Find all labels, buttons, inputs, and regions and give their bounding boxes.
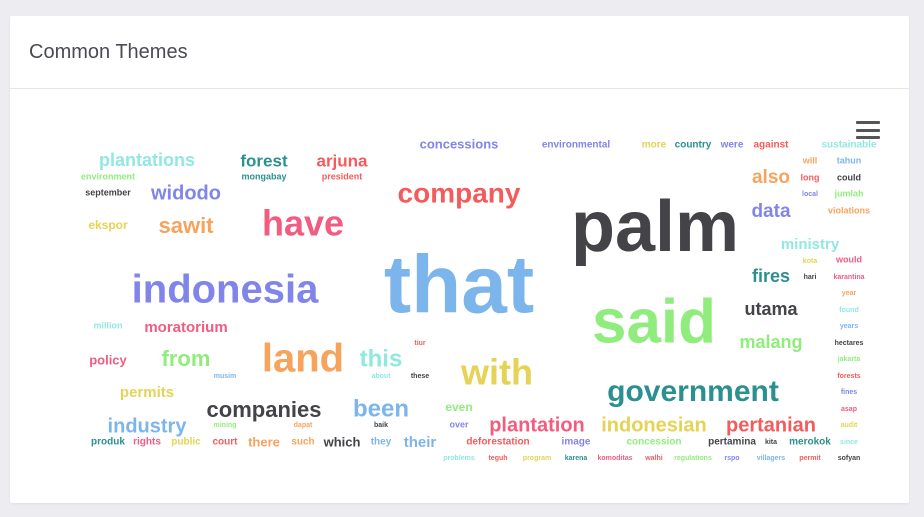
panel-title: Common Themes — [29, 40, 188, 63]
hamburger-icon-line — [856, 136, 880, 139]
hamburger-icon — [856, 121, 880, 124]
chart-menu-button[interactable] — [856, 119, 880, 141]
common-themes-panel: Common Themes — [10, 16, 909, 503]
panel-header: Common Themes — [10, 16, 909, 89]
hamburger-icon-line — [856, 128, 880, 132]
